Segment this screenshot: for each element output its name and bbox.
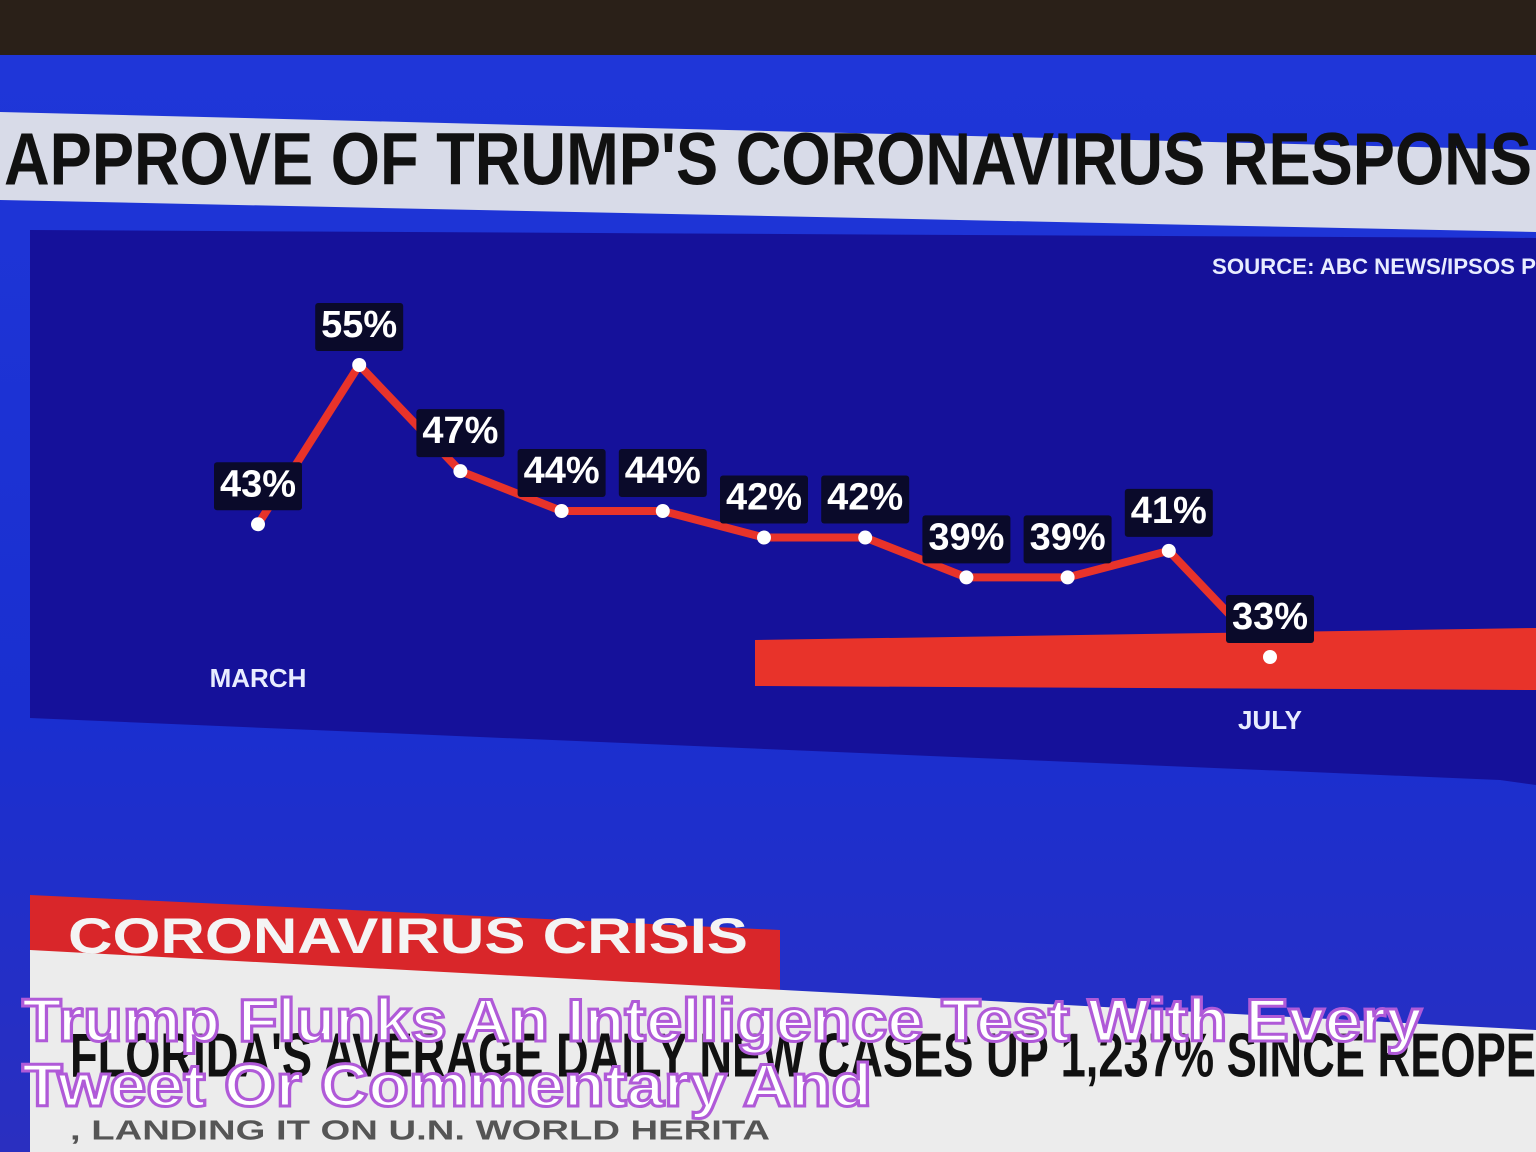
value-label: 44%	[524, 450, 600, 492]
value-label-bg	[720, 475, 808, 524]
point	[251, 517, 265, 532]
title-bar	[0, 112, 1536, 232]
value-label: 42%	[827, 477, 903, 519]
value-label: 44%	[625, 450, 701, 492]
point	[655, 504, 670, 518]
point	[554, 504, 569, 518]
value-label: 41%	[1131, 490, 1207, 532]
point	[959, 570, 974, 585]
value-label: 39%	[928, 516, 1004, 558]
point	[1161, 543, 1176, 558]
red-stripe	[755, 628, 1536, 690]
caption-line: Tweet Or Commentary And	[22, 1052, 872, 1119]
value-label-bg	[821, 475, 910, 524]
value-label-bg	[416, 409, 505, 458]
point	[453, 464, 468, 479]
value-label-bg	[315, 303, 404, 351]
value-label-bg	[922, 515, 1011, 564]
banner-label: CORONAVIRUS CRISIS	[68, 908, 748, 964]
x-tick-label: JULY	[1238, 705, 1302, 735]
headline: FLORIDA'S AVERAGE DAILY NEW CASES UP 1,2…	[70, 1021, 1536, 1090]
caption-line: Trump Flunks An Intelligence Test With E…	[22, 987, 1423, 1054]
chart-title: APPROVE OF TRUMP'S CORONAVIRUS RESPONS	[4, 118, 1532, 201]
value-label: 33%	[1232, 596, 1308, 638]
value-label: 55%	[321, 304, 397, 346]
value-label-bg	[1124, 488, 1213, 537]
value-label: 47%	[422, 410, 498, 452]
point	[352, 358, 367, 372]
x-tick-label: MARCH	[210, 663, 307, 693]
value-label: 43%	[220, 463, 296, 505]
point	[757, 530, 771, 545]
point	[1060, 570, 1075, 585]
value-label: 39%	[1030, 516, 1106, 558]
value-label-bg	[1023, 515, 1112, 564]
value-label-bg	[214, 462, 302, 511]
point	[1263, 650, 1277, 664]
value-label-bg	[1226, 595, 1314, 643]
value-label-bg	[618, 449, 707, 497]
source: SOURCE: ABC NEWS/IPSOS P	[1212, 254, 1536, 279]
value-label: 42%	[726, 477, 802, 519]
ticker: , LANDING IT ON U.N. WORLD HERITA	[70, 1114, 770, 1145]
point	[858, 530, 873, 545]
headline-bg	[30, 950, 1536, 1152]
plot: MARCH JULY 43% 55% 47% 44% 44% 42% 42% 39% 39% 41% 3…	[210, 303, 1314, 735]
value-label-bg	[517, 449, 606, 497]
